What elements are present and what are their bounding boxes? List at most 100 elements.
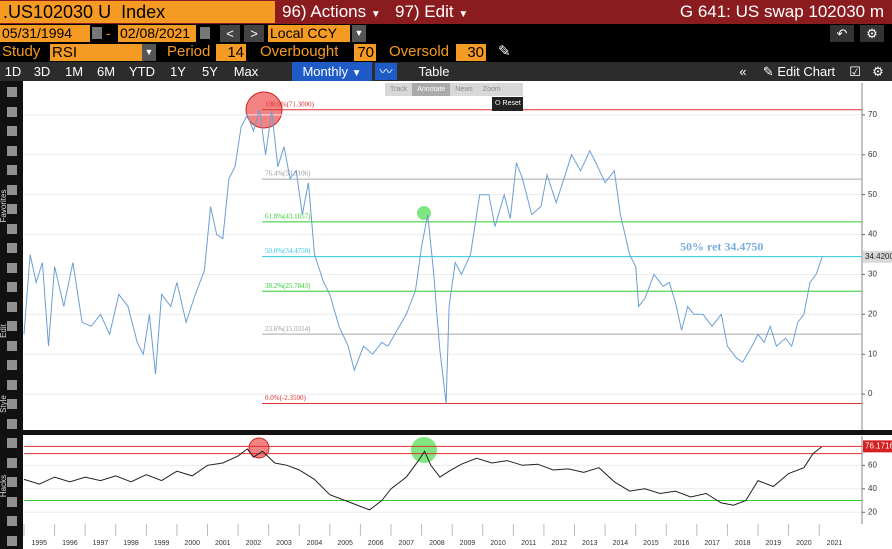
tool-icon[interactable] bbox=[7, 438, 17, 448]
x-tick-label: 2009 bbox=[460, 540, 476, 547]
prev-button[interactable]: < bbox=[220, 25, 240, 42]
period-button[interactable]: YTD bbox=[129, 64, 155, 79]
tool-icon[interactable] bbox=[7, 223, 17, 234]
tool-icon[interactable] bbox=[7, 126, 17, 136]
x-tick-label: 2015 bbox=[643, 540, 659, 547]
period-button[interactable]: 1Y bbox=[170, 64, 186, 79]
mini-toolbar: Track Annotate News Zoom bbox=[385, 83, 523, 96]
period-button[interactable]: Max bbox=[233, 64, 259, 79]
ticker[interactable]: .US102030 U Index bbox=[0, 1, 275, 23]
period-value[interactable]: 14 bbox=[216, 44, 246, 61]
y-tick-label: 20 bbox=[868, 507, 877, 516]
overbought-value[interactable]: 70 bbox=[354, 44, 376, 61]
tool-icon[interactable] bbox=[7, 418, 17, 429]
y-tick-label: 20 bbox=[868, 309, 877, 318]
calendar-icon[interactable] bbox=[92, 27, 102, 39]
fib-label: 50.0%(34.4750) bbox=[265, 247, 311, 255]
tool-icon[interactable] bbox=[7, 204, 17, 214]
x-tick-label: 1999 bbox=[154, 540, 170, 547]
fib-label: 38.2%(25.7843) bbox=[265, 282, 311, 290]
tool-icon[interactable] bbox=[7, 360, 17, 370]
tool-icon[interactable] bbox=[7, 496, 17, 507]
edit-menu[interactable]: 97) Edit ▼ bbox=[395, 0, 473, 24]
y-tick-label: 60 bbox=[868, 460, 877, 469]
tool-icon[interactable] bbox=[7, 535, 17, 546]
tool-icon[interactable] bbox=[7, 243, 17, 253]
period-button[interactable]: 1M bbox=[64, 64, 84, 79]
table-button[interactable]: Table bbox=[418, 64, 450, 79]
dropdown-arrow[interactable]: ▼ bbox=[142, 44, 156, 61]
actions-label: 96) Actions bbox=[282, 2, 367, 21]
tool-icon[interactable] bbox=[7, 321, 17, 331]
edit-icon[interactable]: ☑ bbox=[849, 64, 861, 79]
x-tick-label: 2011 bbox=[521, 540, 536, 547]
start-date[interactable]: 05/31/1994 bbox=[0, 25, 90, 42]
mini-tool[interactable]: Annotate bbox=[412, 83, 451, 96]
tool-icon[interactable] bbox=[7, 340, 17, 351]
x-tick-label: 2019 bbox=[766, 540, 782, 547]
settings-icon[interactable]: ⚙ bbox=[872, 64, 884, 79]
actions-menu[interactable]: 96) Actions ▼ bbox=[282, 0, 382, 24]
chart-background bbox=[23, 81, 892, 549]
mini-tool[interactable]: Zoom bbox=[482, 86, 501, 93]
x-tick-label: 2013 bbox=[582, 540, 598, 547]
undo-button[interactable]: ↶ bbox=[830, 25, 854, 42]
mini-tool[interactable]: Track bbox=[390, 86, 408, 93]
y-tick-label: 0 bbox=[868, 389, 873, 398]
x-tick-label: 2014 bbox=[613, 540, 629, 547]
reset-button[interactable]: ⭘ Reset bbox=[492, 97, 523, 111]
collapse-button[interactable]: « bbox=[739, 64, 747, 79]
frequency-button[interactable]: Monthly ▼ bbox=[292, 62, 372, 81]
chart-type-button[interactable]: 〰 bbox=[375, 63, 397, 80]
data-line bbox=[23, 109, 823, 404]
currency[interactable]: Local CCY bbox=[268, 25, 350, 42]
period-button[interactable]: 5Y bbox=[202, 64, 218, 79]
edit-chart-button[interactable]: ✎ Edit Chart bbox=[762, 64, 836, 79]
y-tick-label: 40 bbox=[868, 230, 877, 239]
y-tick-label: 40 bbox=[868, 484, 877, 493]
x-tick-label: 2004 bbox=[307, 540, 323, 547]
period-label: Period bbox=[167, 43, 211, 60]
tool-icon[interactable] bbox=[7, 516, 17, 526]
tool-icon[interactable] bbox=[7, 301, 17, 312]
study-bar: Study RSI ▼ Period 14 Overbought 70 Over… bbox=[0, 43, 892, 62]
tool-icon[interactable] bbox=[7, 145, 17, 156]
mini-tool[interactable]: News bbox=[455, 86, 473, 93]
period-button[interactable]: 6M bbox=[96, 64, 116, 79]
period-button[interactable]: 1D bbox=[4, 64, 22, 79]
tool-icon[interactable] bbox=[7, 399, 17, 409]
dropdown-arrow: ▼ bbox=[370, 9, 381, 20]
x-tick-label: 2006 bbox=[368, 540, 384, 547]
oversold-value[interactable]: 30 bbox=[456, 44, 486, 61]
tool-icon[interactable] bbox=[7, 184, 17, 195]
calendar-icon[interactable] bbox=[200, 27, 210, 39]
period-button[interactable]: 3D bbox=[33, 64, 51, 79]
edit-chart-label: Edit Chart bbox=[777, 64, 836, 79]
tool-icon[interactable] bbox=[7, 106, 17, 117]
tool-icon[interactable] bbox=[7, 262, 17, 273]
dropdown-arrow: ▼ bbox=[458, 9, 469, 20]
x-tick-label: 2016 bbox=[674, 540, 690, 547]
tool-icon[interactable] bbox=[7, 282, 17, 292]
date-separator: - bbox=[106, 25, 111, 41]
settings-button[interactable]: ⚙ bbox=[860, 25, 884, 42]
study-name[interactable]: RSI bbox=[50, 44, 142, 61]
dropdown-arrow[interactable]: ▼ bbox=[352, 25, 366, 42]
pencil-icon[interactable]: ✎ bbox=[498, 43, 511, 60]
y-tick-label: 10 bbox=[868, 349, 877, 358]
next-button[interactable]: > bbox=[244, 25, 264, 42]
end-date[interactable]: 02/08/2021 bbox=[118, 25, 196, 42]
chart-area: 0 10 20 30 40 50 60 70 100.0%(71.3000) 76.4%(53.9… bbox=[23, 81, 892, 549]
tool-column: Favorites Edit Style Hacks bbox=[0, 81, 23, 549]
tool-icon[interactable] bbox=[7, 477, 17, 487]
tool-icon[interactable] bbox=[7, 87, 17, 97]
annotation: 50% ret 34.4750 bbox=[680, 239, 763, 253]
x-tick-label: 2010 bbox=[490, 540, 506, 547]
tool-icon[interactable] bbox=[7, 379, 17, 390]
y-tick-label: 30 bbox=[868, 270, 877, 279]
tool-icon[interactable] bbox=[7, 165, 17, 175]
x-tick-label: 2012 bbox=[551, 540, 567, 547]
last-value-tag bbox=[863, 250, 892, 263]
reset-label: Reset bbox=[502, 100, 521, 107]
tool-icon[interactable] bbox=[7, 457, 17, 468]
